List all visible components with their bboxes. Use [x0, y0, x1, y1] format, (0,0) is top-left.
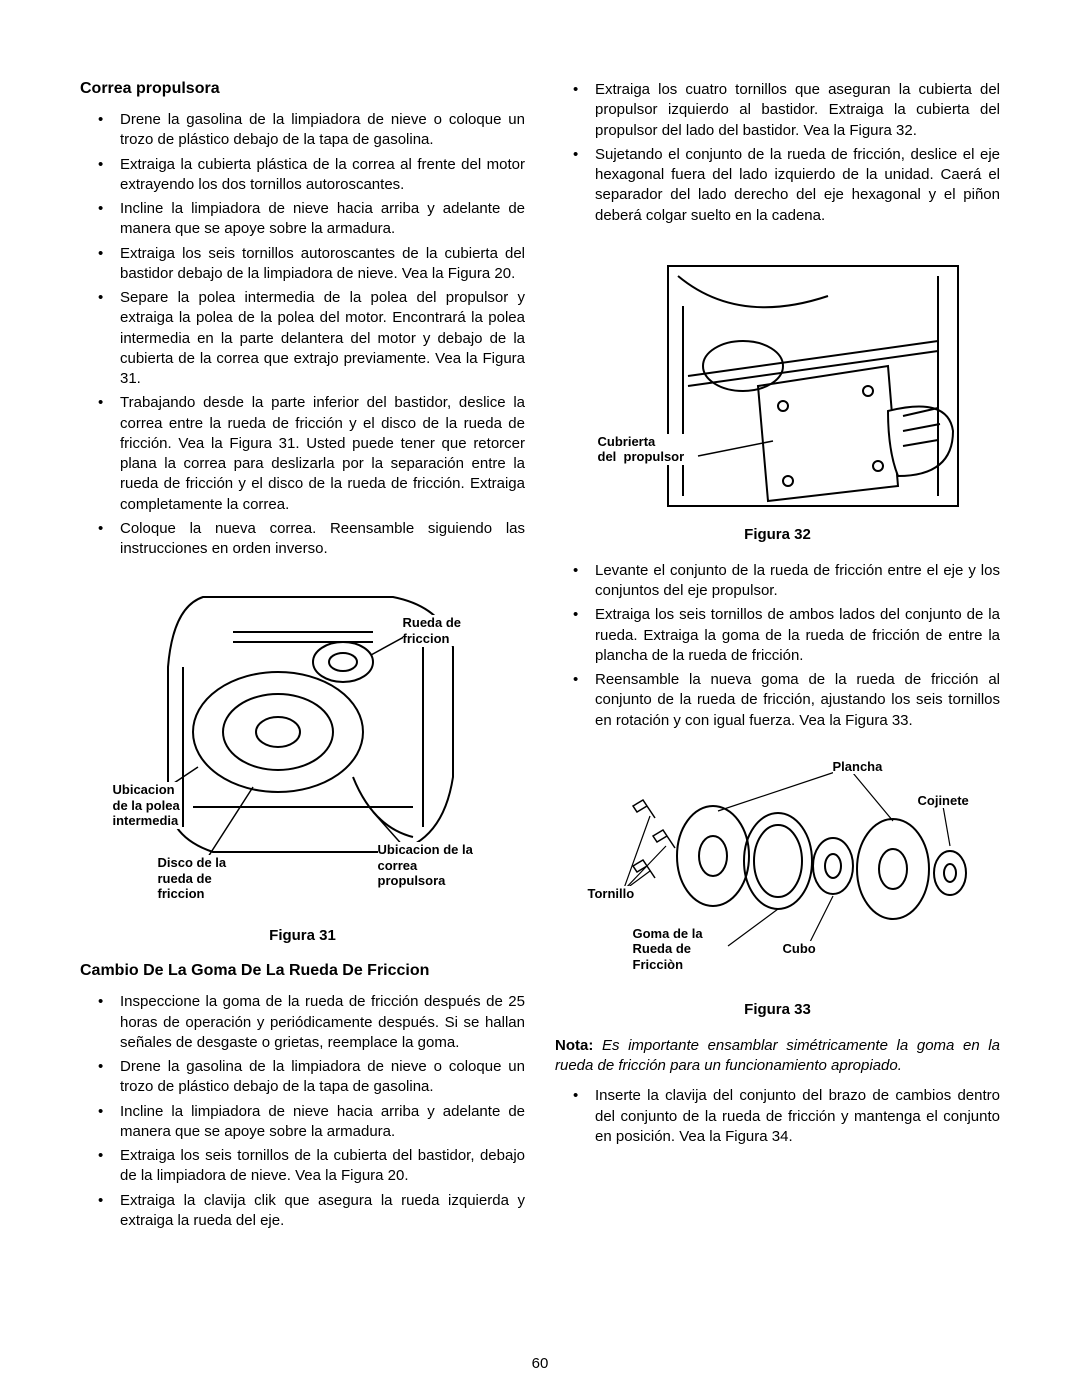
list-right-mid: Levante el conjunto de la rueda de fricc…	[555, 561, 1000, 731]
list-item: Extraiga la cubierta plástica de la corr…	[80, 155, 525, 196]
list-item: Incline la limpiadora de nieve hacia arr…	[80, 199, 525, 240]
heading-correa: Correa propulsora	[80, 80, 525, 98]
label-disco-rueda: Disco de la rueda de friccion	[158, 855, 227, 902]
list-item: Inspeccione la goma de la rueda de fricc…	[80, 992, 525, 1053]
note-text: Nota: Es importante ensamblar simétricam…	[555, 1036, 1000, 1077]
label-cubrierta: Cubrierta del propulsor	[598, 434, 685, 465]
figure-32-svg	[588, 256, 968, 516]
left-column: Correa propulsora Drene la gasolina de l…	[80, 80, 525, 1235]
list-correa: Drene la gasolina de la limpiadora de ni…	[80, 110, 525, 559]
figure-31-caption: Figura 31	[80, 927, 525, 944]
list-right-bottom: Inserte la clavija del conjunto del braz…	[555, 1086, 1000, 1147]
list-goma: Inspeccione la goma de la rueda de fricc…	[80, 992, 525, 1231]
label-plancha: Plancha	[833, 759, 883, 775]
label-cubo: Cubo	[783, 941, 816, 957]
list-item: Extraiga los cuatro tornillos que asegur…	[555, 80, 1000, 141]
list-item: Inserte la clavija del conjunto del braz…	[555, 1086, 1000, 1147]
list-item: Extraiga los seis tornillos autoroscante…	[80, 244, 525, 285]
list-item: Coloque la nueva correa. Reensamble sigu…	[80, 519, 525, 560]
label-goma: Goma de la Rueda de Fricciòn	[633, 926, 703, 973]
label-ubicacion-polea: Ubicacion de la polea intermedia	[113, 782, 180, 829]
list-item: Extraiga la clavija clik que asegura la …	[80, 1191, 525, 1232]
figure-33-caption: Figura 33	[555, 1001, 1000, 1018]
figure-32-caption: Figura 32	[555, 526, 1000, 543]
list-item: Incline la limpiadora de nieve hacia arr…	[80, 1102, 525, 1143]
list-right-top: Extraiga los cuatro tornillos que asegur…	[555, 80, 1000, 226]
label-ubicacion-correa: Ubicacion de la correa propulsora	[378, 842, 473, 889]
list-item: Drene la gasolina de la limpiadora de ni…	[80, 110, 525, 151]
list-item: Trabajando desde la parte inferior del b…	[80, 393, 525, 515]
figure-33: Plancha Cojinete Tornillo Goma de la Rue…	[578, 751, 978, 991]
figure-31: Rueda de friccion Ubicacion de la polea …	[113, 577, 493, 917]
two-column-layout: Correa propulsora Drene la gasolina de l…	[80, 80, 1000, 1235]
list-item: Reensamble la nueva goma de la rueda de …	[555, 670, 1000, 731]
list-item: Extraiga los seis tornillos de ambos lad…	[555, 605, 1000, 666]
figure-32: Cubrierta del propulsor	[588, 256, 968, 516]
list-item: Extraiga los seis tornillos de la cubier…	[80, 1146, 525, 1187]
list-item: Separe la polea intermedia de la polea d…	[80, 288, 525, 389]
right-column: Extraiga los cuatro tornillos que asegur…	[555, 80, 1000, 1235]
list-item: Drene la gasolina de la limpiadora de ni…	[80, 1057, 525, 1098]
label-cojinete: Cojinete	[918, 793, 969, 809]
heading-goma: Cambio De La Goma De La Rueda De Friccio…	[80, 962, 525, 980]
label-rueda-friccion: Rueda de friccion	[403, 615, 462, 646]
note-label: Nota:	[555, 1037, 593, 1054]
page-number: 60	[0, 1355, 1080, 1372]
list-item: Sujetando el conjunto de la rueda de fri…	[555, 145, 1000, 226]
label-tornillo: Tornillo	[588, 886, 635, 902]
note-body: Es importante ensamblar simétricamente l…	[555, 1037, 1000, 1074]
list-item: Levante el conjunto de la rueda de fricc…	[555, 561, 1000, 602]
